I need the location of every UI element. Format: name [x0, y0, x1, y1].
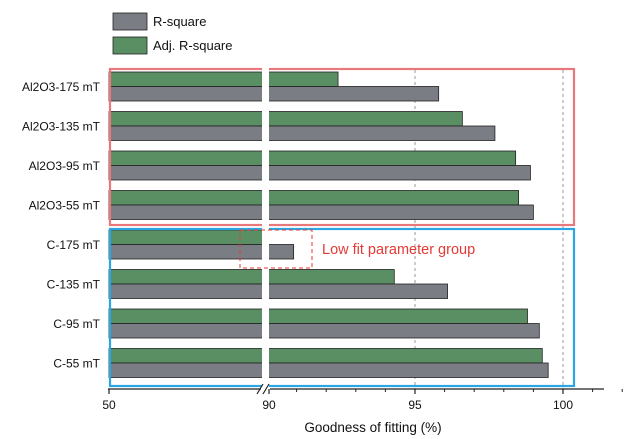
- category-label: C-95 mT: [53, 317, 100, 331]
- category-label: C-175 mT: [47, 238, 101, 252]
- bar-r-square: [108, 362, 549, 378]
- legend-label: Adj. R-square: [153, 38, 232, 53]
- x-tick-label: 100: [553, 398, 573, 412]
- legend-swatch: [112, 12, 148, 31]
- group-boxes: [108, 67, 576, 388]
- x-tick-label: 95: [408, 398, 422, 412]
- x-axis: 50 90 95 100: [102, 383, 623, 412]
- category-label: C-55 mT: [53, 357, 100, 371]
- bar-adj-r-square: [108, 269, 395, 285]
- category-label: C-135 mT: [47, 278, 101, 292]
- category-label: Al2O3-175 mT: [22, 80, 101, 94]
- annotation-label: Low fit parameter group: [322, 242, 475, 258]
- bar-r-square: [108, 283, 448, 299]
- bar-adj-r-square: [108, 308, 528, 324]
- legend-label: R-square: [153, 14, 206, 29]
- bar-adj-r-square: [108, 111, 463, 127]
- axis-break-gap: [262, 66, 269, 391]
- annotations: Low fit parameter group: [239, 229, 475, 269]
- bar-r-square: [108, 204, 534, 220]
- bars: [108, 71, 549, 378]
- axis-break-mark: [262, 383, 270, 395]
- group-box-c: [108, 227, 576, 388]
- legend-swatch: [112, 36, 148, 55]
- category-labels: Al2O3-175 mT Al2O3-135 mT Al2O3-95 mT Al2O3…: [22, 80, 101, 371]
- x-tick-label: 50: [102, 398, 116, 412]
- bar-adj-r-square: [108, 71, 339, 87]
- bar-adj-r-square: [108, 348, 543, 364]
- bar-adj-r-square: [108, 190, 520, 206]
- axis-break-mark: [256, 383, 264, 395]
- axis-break: [262, 66, 269, 391]
- low-fit-highlight-box: [239, 229, 313, 269]
- bar-r-square: [108, 323, 540, 339]
- bar-r-square: [108, 125, 496, 141]
- bar-r-square: [108, 86, 440, 102]
- bar-adj-r-square: [108, 150, 517, 166]
- bar-r-square: [108, 165, 531, 181]
- legend: R-square Adj. R-square: [112, 12, 232, 55]
- category-label: Al2O3-55 mT: [29, 199, 101, 213]
- group-box-al2o3: [108, 67, 576, 227]
- category-label: Al2O3-135 mT: [22, 120, 101, 134]
- x-tick-label: 90: [262, 398, 276, 412]
- x-axis-title: Goodness of fitting (%): [304, 420, 441, 435]
- category-label: Al2O3-95 mT: [29, 159, 101, 173]
